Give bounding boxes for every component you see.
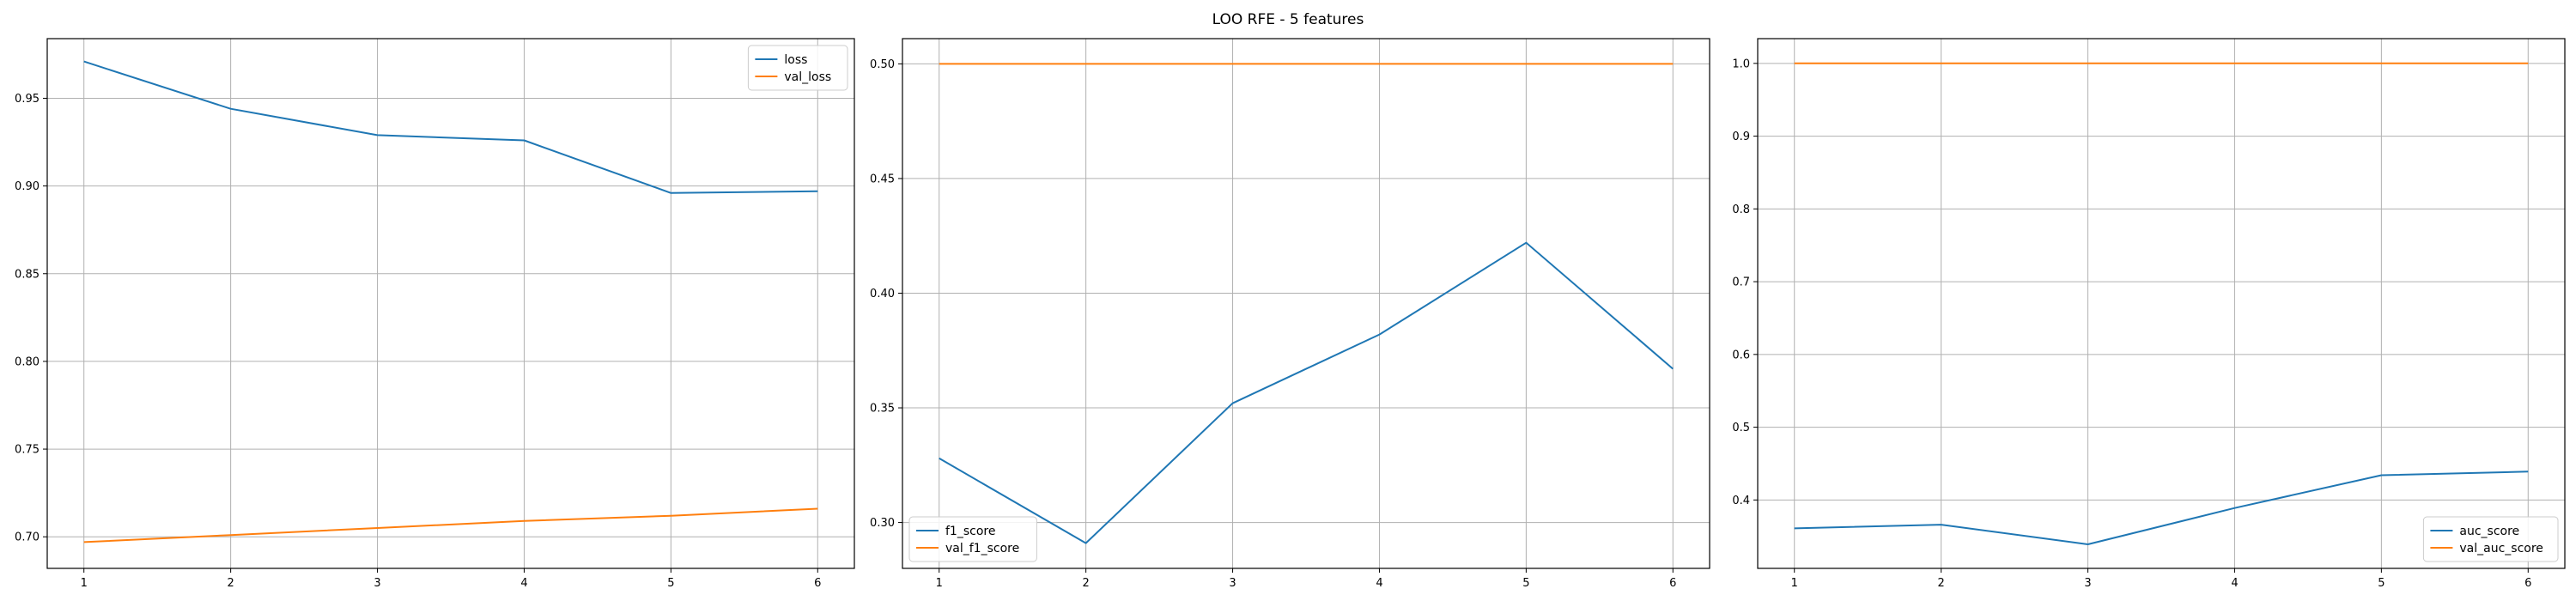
y-tick-label: 0.8 <box>1732 203 1750 216</box>
y-tick-label: 0.30 <box>870 517 895 530</box>
y-tick-label: 0.85 <box>15 268 39 281</box>
x-tick-label: 6 <box>814 577 821 590</box>
legend: auc_score val_auc_score <box>2422 516 2559 562</box>
chart-panel-3: 1 2 3 4 5 6 0.4 0.5 0.6 0.7 0.8 0.9 1.0 auc_score val_… <box>1732 38 2566 590</box>
legend-label-val_auc_score: val_auc_score <box>2459 542 2543 555</box>
chart-panel-2: 1 2 3 4 5 6 0.30 0.35 0.40 0.45 0.50 f1_score val_f1… <box>870 38 1710 590</box>
legend-box <box>747 45 848 91</box>
chart-panel-1: 1 2 3 4 5 6 0.70 0.75 0.80 0.85 0.90 0.95 loss val_lo… <box>15 38 855 590</box>
legend-box <box>2422 516 2559 562</box>
axes-frame <box>902 38 1710 569</box>
x-tick-label: 2 <box>227 577 234 590</box>
axes-frame <box>1757 38 2566 569</box>
y-tick-label: 0.50 <box>870 58 895 71</box>
y-tick-label: 0.90 <box>15 180 39 193</box>
x-tick-label: 5 <box>1522 577 1529 590</box>
x-tick-label: 6 <box>1669 577 1676 590</box>
figure-title: LOO RFE - 5 features <box>1212 11 1364 28</box>
x-tick-label: 4 <box>520 577 527 590</box>
y-tick-label: 0.40 <box>870 288 895 300</box>
x-tick-label: 4 <box>1376 577 1382 590</box>
x-tick-label: 2 <box>1937 577 1944 590</box>
legend: loss val_loss <box>747 45 848 91</box>
y-tick-label: 0.95 <box>15 93 39 106</box>
series-line-f1_score <box>939 241 1674 544</box>
y-tick-label: 0.70 <box>15 531 39 544</box>
x-tick-label: 3 <box>1229 577 1236 590</box>
y-tick-label: 0.80 <box>15 355 39 368</box>
x-tick-label: 5 <box>2378 577 2385 590</box>
y-tick-label: 0.4 <box>1732 495 1750 507</box>
x-tick-label: 5 <box>667 577 674 590</box>
x-tick-label: 3 <box>374 577 380 590</box>
series-line-loss <box>83 60 818 194</box>
legend-label-f1_score: f1_score <box>945 525 995 538</box>
y-tick-label: 0.7 <box>1732 276 1750 289</box>
series-line-auc_score <box>1794 470 2529 545</box>
x-tick-label: 4 <box>2231 577 2238 590</box>
x-tick-label: 2 <box>1082 577 1089 590</box>
y-tick-label: 0.75 <box>15 444 39 457</box>
x-tick-label: 1 <box>81 577 88 590</box>
axes-frame <box>46 38 855 569</box>
y-tick-label: 1.0 <box>1732 58 1750 70</box>
y-tick-label: 0.9 <box>1732 131 1750 143</box>
y-tick-label: 0.5 <box>1732 422 1750 434</box>
y-tick-label: 0.6 <box>1732 349 1750 361</box>
x-tick-label: 6 <box>2524 577 2531 590</box>
legend-label-val_f1_score: val_f1_score <box>945 542 1019 555</box>
x-tick-label: 1 <box>936 577 943 590</box>
series-line-val_loss <box>83 507 818 543</box>
x-tick-label: 1 <box>1791 577 1798 590</box>
x-tick-label: 3 <box>2084 577 2091 590</box>
legend-label-loss: loss <box>784 53 807 67</box>
y-tick-label: 0.45 <box>870 173 895 185</box>
legend: f1_score val_f1_score <box>908 516 1037 562</box>
legend-label-auc_score: auc_score <box>2459 525 2519 538</box>
legend-box <box>908 516 1037 562</box>
y-tick-label: 0.35 <box>870 403 895 416</box>
legend-label-val_loss: val_loss <box>784 70 831 84</box>
